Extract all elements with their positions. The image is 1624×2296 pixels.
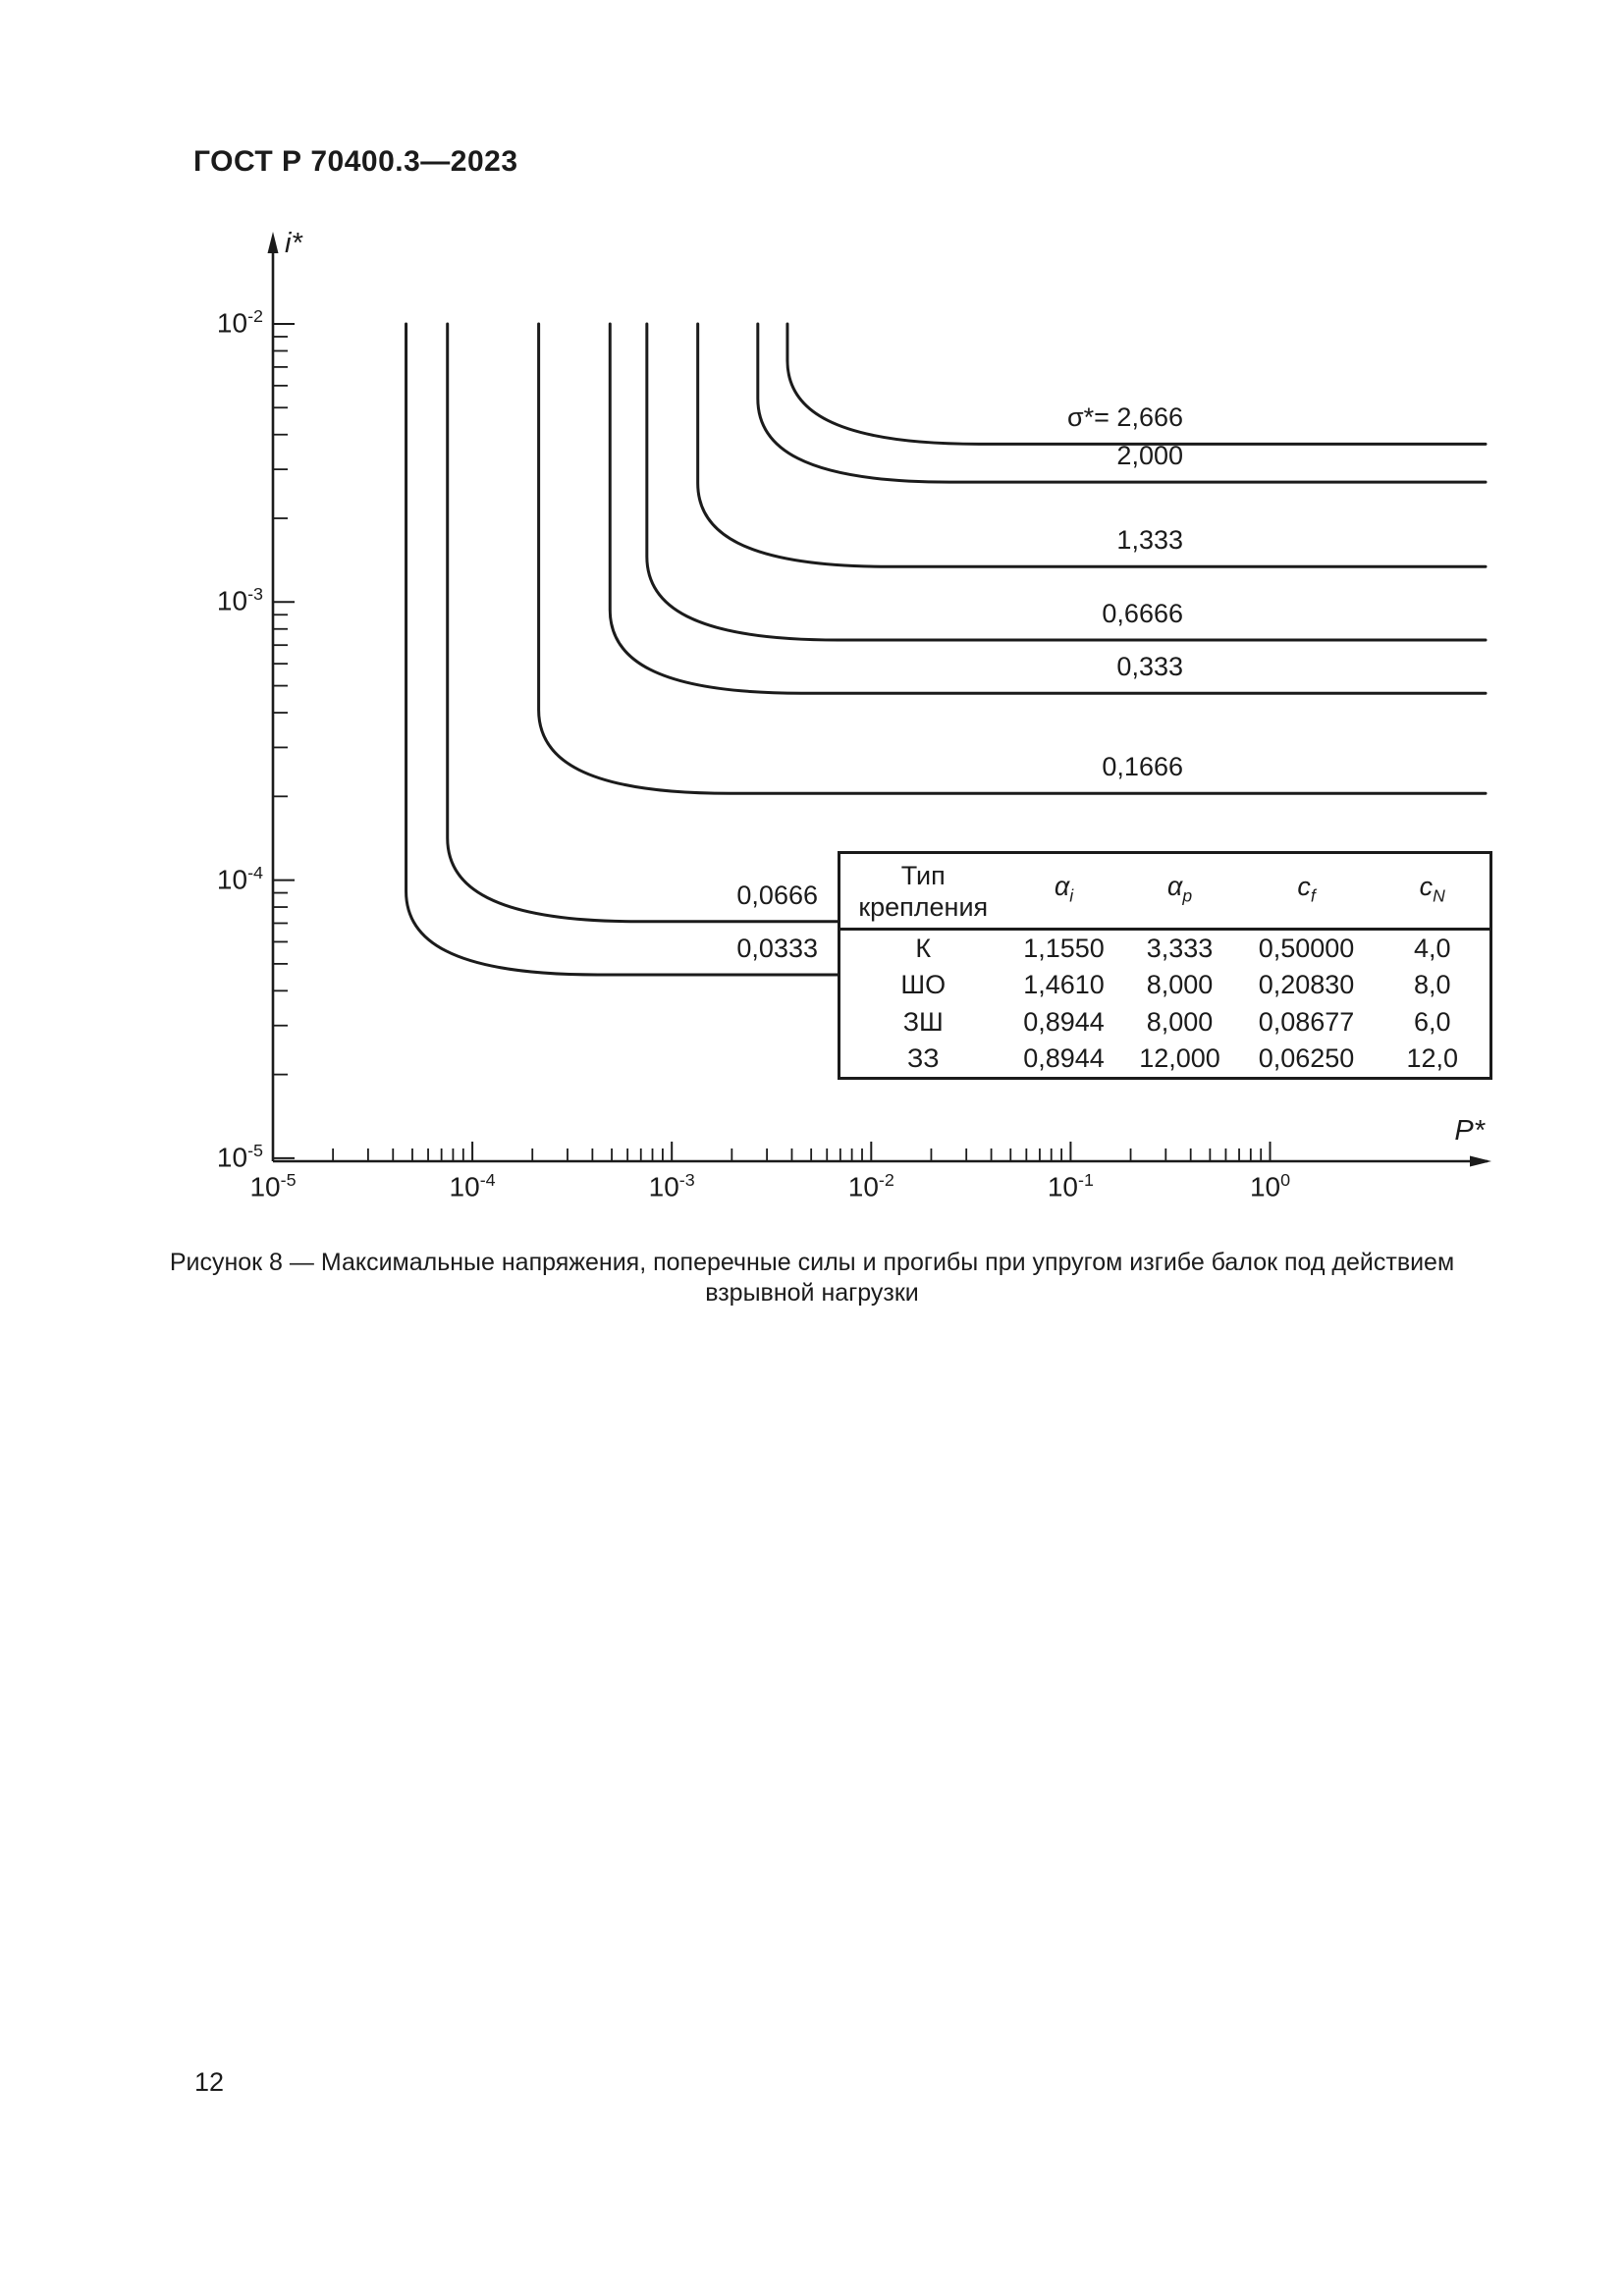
table-header-cell: Тип крепления: [839, 852, 1006, 931]
table-cell: 6,0: [1413, 1007, 1451, 1037]
table-cell: ЗШ: [902, 1007, 944, 1037]
curve-label: 0,6666: [1102, 599, 1183, 629]
curve-label: σ*= 2,666: [1066, 402, 1183, 433]
table-row: К 1,1550 3,333 0,50000 4,0: [839, 930, 1491, 967]
document-header: ГОСТ Р 70400.3—2023: [193, 145, 518, 178]
curve-label: 0,1666: [1102, 752, 1183, 782]
table-row: ЗШ 0,8944 8,000 0,08677 6,0: [839, 1004, 1491, 1041]
y-tick-label: 10-3: [216, 584, 263, 616]
curve-sigma-1333: [696, 322, 1488, 568]
fastening-coefficients-table: Тип крепления αi αp cf cN К 1,1550 3,333 0,5000…: [838, 851, 1492, 1080]
curve-sigma-00333: [405, 322, 839, 977]
table-head: Тип крепления αi αp cf cN: [839, 852, 1491, 931]
table-cell: 0,8944: [1023, 1043, 1105, 1074]
curve-label: 0,0333: [736, 933, 818, 963]
table-cell: ЗЗ: [906, 1043, 940, 1074]
caption-line-1: Рисунок 8 — Максимальные напряжения, поп…: [169, 1249, 1455, 1276]
curve-label: 0,333: [1116, 652, 1183, 682]
table-cell: 3,333: [1146, 933, 1214, 963]
table-cell: 1,4610: [1023, 970, 1105, 999]
table-cell: 4,0: [1413, 933, 1451, 963]
table-cell: 0,08677: [1258, 1007, 1355, 1037]
table-cell: 8,0: [1413, 970, 1451, 999]
table-header-cell: cf: [1237, 852, 1376, 931]
x-tick-label: 100: [1249, 1170, 1291, 1202]
table-header-cell: αp: [1121, 852, 1238, 931]
y-tick-label: 10-5: [216, 1140, 263, 1173]
curve-label: 2,000: [1116, 441, 1183, 471]
table-cell: 0,06250: [1258, 1043, 1355, 1074]
table-body: К 1,1550 3,333 0,50000 4,0 ШО 1,4610 8,000 0,208…: [839, 930, 1491, 1079]
y-tick-label: 10-4: [216, 862, 263, 894]
x-tick-label: 10-5: [249, 1170, 297, 1202]
table-cell: 8,000: [1146, 970, 1214, 999]
table-cell: 8,000: [1146, 1007, 1214, 1037]
x-axis-arrow: [1470, 1155, 1491, 1167]
x-tick-label: 10-2: [847, 1170, 894, 1202]
table-cell: 12,0: [1406, 1043, 1459, 1074]
figure-caption: Рисунок 8 — Максимальные напряжения, поп…: [115, 1248, 1509, 1308]
x-tick-label: 10-4: [449, 1170, 496, 1202]
table-header-cell: αi: [1005, 852, 1122, 931]
curve-sigma-2666: [785, 322, 1488, 446]
y-axis-title: i*: [285, 228, 302, 259]
table-header-row: Тип крепления αi αp cf cN: [839, 852, 1491, 931]
curve-sigma-06666: [645, 322, 1488, 642]
caption-line-2: взрывной нагрузки: [705, 1279, 919, 1307]
y-tick-label: 10-2: [216, 306, 263, 339]
table-cell: ШО: [900, 970, 947, 999]
table-cell: 0,20830: [1258, 970, 1355, 999]
curve-sigma-0333: [608, 322, 1488, 695]
y-axis-arrow: [267, 232, 279, 253]
figure-8-chart: [267, 232, 1491, 1167]
curve-label: 0,0666: [736, 880, 818, 910]
curve-sigma-2000: [756, 322, 1488, 484]
table-cell: 0,8944: [1023, 1007, 1105, 1037]
curve-label: 1,333: [1116, 525, 1183, 556]
table-row: ШО 1,4610 8,000 0,20830 8,0: [839, 967, 1491, 1004]
x-axis-title: P*: [1454, 1115, 1485, 1147]
table-cell: 12,000: [1139, 1043, 1220, 1074]
page-number: 12: [194, 2067, 225, 2097]
table-row: ЗЗ 0,8944 12,000 0,06250 12,0: [839, 1041, 1491, 1079]
x-tick-label: 10-1: [1047, 1170, 1094, 1202]
x-tick-label: 10-3: [648, 1170, 695, 1202]
table-cell: 0,50000: [1258, 933, 1355, 963]
curve-sigma-00666: [446, 322, 839, 924]
table-cell: К: [915, 933, 932, 963]
table-cell: 1,1550: [1023, 933, 1105, 963]
table-header-cell: cN: [1375, 852, 1491, 931]
curve-sigma-01666: [537, 322, 1488, 795]
